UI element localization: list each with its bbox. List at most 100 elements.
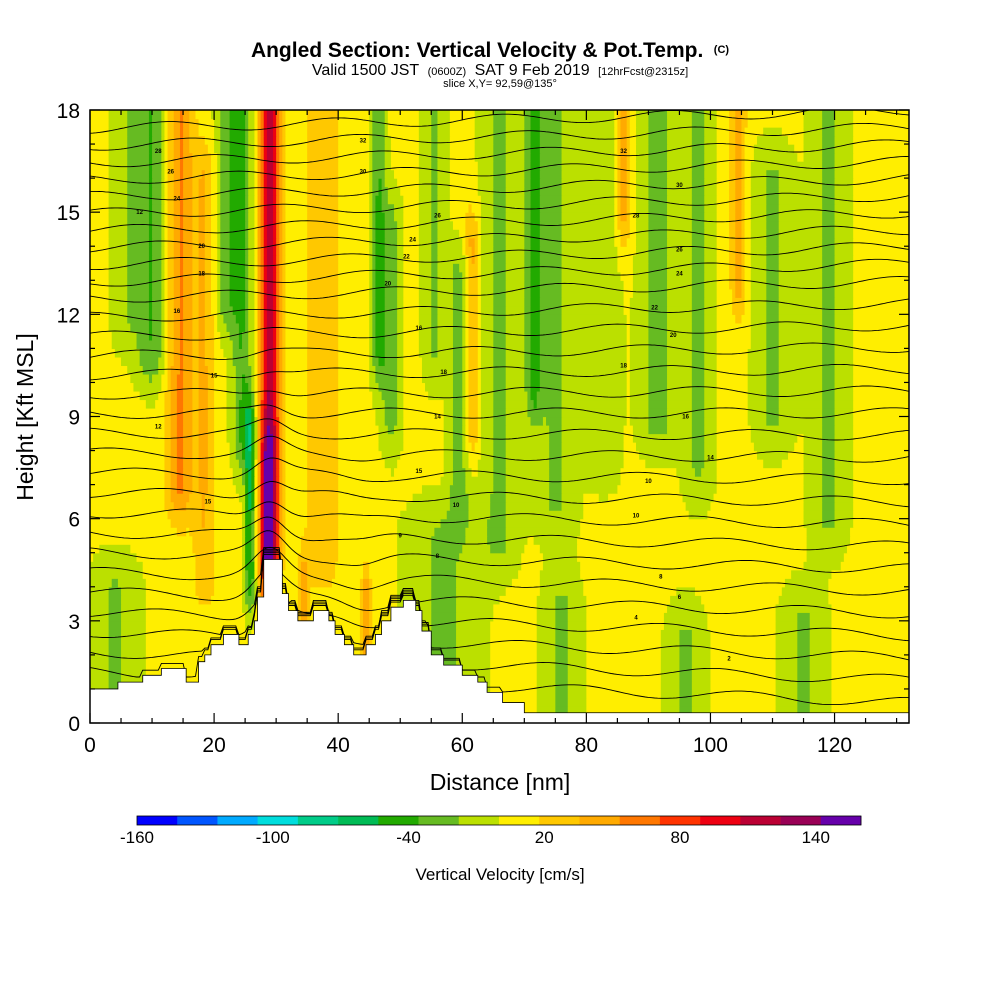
velocity-cell — [195, 586, 215, 596]
velocity-cell — [403, 339, 420, 349]
velocity-cell — [539, 254, 563, 264]
velocity-cell — [164, 476, 172, 486]
velocity-cell — [397, 535, 432, 545]
velocity-cell — [254, 493, 259, 503]
velocity-cell — [691, 416, 705, 426]
velocity-cell — [648, 399, 668, 409]
velocity-cell — [167, 263, 175, 273]
velocity-cell — [390, 144, 420, 154]
velocity-cell — [279, 203, 283, 213]
velocity-cell — [164, 152, 169, 162]
velocity-cell — [822, 271, 836, 281]
velocity-cell — [456, 586, 507, 596]
velocity-cell — [834, 493, 854, 503]
velocity-cell — [632, 271, 650, 281]
velocity-cell — [530, 322, 541, 332]
velocity-cell — [561, 110, 615, 120]
velocity-cell — [750, 237, 767, 247]
velocity-cell — [663, 620, 708, 630]
velocity-cell — [282, 110, 287, 120]
velocity-cell — [490, 680, 538, 690]
velocity-cell — [583, 501, 687, 511]
velocity-cell — [750, 169, 767, 179]
velocity-cell — [428, 390, 454, 401]
velocity-cell — [803, 493, 823, 503]
velocity-cell — [192, 433, 200, 443]
velocity-cell — [245, 459, 252, 469]
contour-label: 9 — [399, 534, 403, 540]
velocity-cell — [282, 339, 287, 349]
velocity-cell — [338, 288, 370, 298]
velocity-cell — [248, 220, 256, 230]
velocity-cell — [617, 152, 622, 162]
velocity-cell — [279, 493, 283, 503]
velocity-cell — [273, 229, 277, 239]
velocity-cell — [183, 450, 193, 460]
velocity-cell — [257, 535, 262, 545]
velocity-cell — [183, 237, 193, 247]
velocity-cell — [285, 288, 308, 298]
velocity-cell — [397, 246, 404, 256]
velocity-cell — [257, 467, 262, 477]
colorbar-swatch — [257, 816, 299, 825]
velocity-cell — [338, 544, 398, 554]
velocity-cell — [114, 348, 141, 358]
velocity-cell — [403, 237, 420, 247]
velocity-cell — [577, 552, 808, 562]
velocity-cell — [530, 339, 541, 349]
velocity-cell — [766, 237, 780, 247]
velocity-cell — [217, 152, 221, 162]
velocity-cell — [170, 493, 190, 503]
velocity-cell — [636, 212, 650, 222]
velocity-cell — [198, 263, 206, 273]
velocity-cell — [220, 229, 231, 239]
velocity-cell — [744, 161, 752, 171]
velocity-cell — [198, 195, 206, 205]
velocity-cell — [161, 288, 166, 298]
velocity-cell — [741, 237, 746, 247]
velocity-cell — [648, 195, 668, 205]
velocity-cell — [493, 237, 507, 247]
velocity-cell — [465, 527, 488, 537]
velocity-cell — [766, 271, 780, 281]
velocity-cell — [620, 118, 628, 128]
velocity-cell — [279, 237, 283, 247]
velocity-cell — [90, 595, 110, 605]
velocity-cell — [493, 373, 507, 384]
velocity-cell — [338, 152, 370, 162]
velocity-cell — [741, 186, 746, 196]
velocity-cell — [493, 382, 507, 392]
velocity-cell — [806, 527, 851, 537]
velocity-cell — [704, 288, 718, 298]
velocity-cell — [834, 212, 854, 222]
velocity-cell — [217, 161, 221, 171]
velocity-cell — [629, 229, 637, 239]
velocity-cell — [214, 561, 243, 571]
velocity-cell — [539, 229, 563, 239]
velocity-cell — [307, 246, 339, 256]
velocity-cell — [121, 646, 147, 656]
velocity-cell — [173, 331, 181, 341]
y-tick-label: 18 — [57, 100, 80, 123]
velocity-cell — [179, 169, 184, 179]
velocity-cell — [375, 348, 386, 358]
velocity-cell — [307, 314, 339, 324]
velocity-cell — [266, 416, 274, 426]
velocity-cell — [716, 450, 758, 460]
velocity-cell — [338, 510, 401, 520]
velocity-cell — [418, 110, 432, 120]
velocity-cell — [667, 263, 693, 273]
velocity-cell — [474, 118, 494, 128]
velocity-cell — [549, 433, 563, 443]
velocity-cell — [803, 467, 823, 477]
velocity-cell — [161, 135, 166, 145]
velocity-cell — [266, 212, 274, 222]
velocity-cell — [648, 373, 668, 384]
velocity-cell — [108, 144, 128, 154]
velocity-cell — [465, 433, 470, 443]
velocity-cell — [254, 476, 259, 486]
velocity-cell — [158, 390, 166, 401]
velocity-cell — [254, 339, 259, 349]
velocity-cell — [750, 271, 767, 281]
contour-label: 10 — [645, 479, 652, 485]
